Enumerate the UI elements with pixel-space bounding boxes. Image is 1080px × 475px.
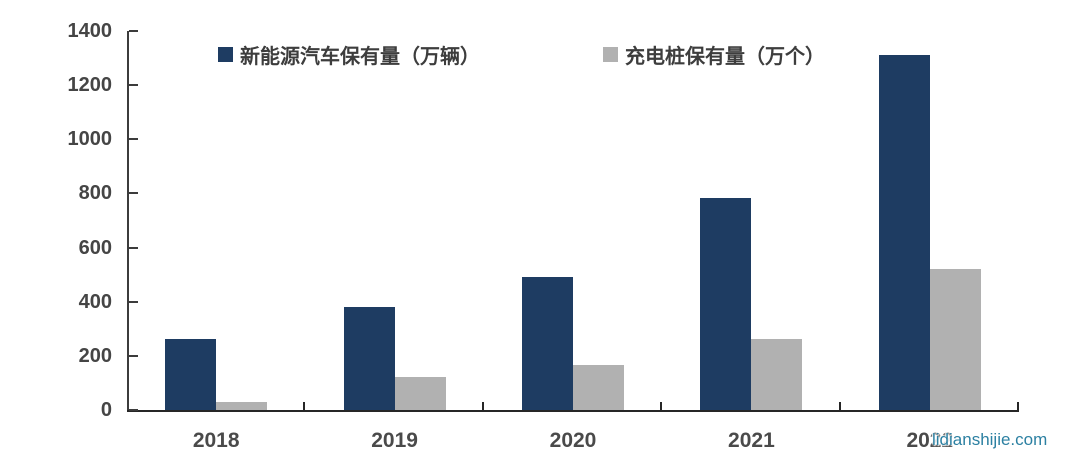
x-axis-line: [127, 410, 1019, 412]
y-tick-mark: [129, 84, 138, 87]
bar-nev-2019: [343, 306, 395, 410]
x-tick-mark: [481, 402, 484, 410]
y-tick-mark: [129, 246, 138, 249]
y-tick-mark: [129, 354, 138, 357]
bar-pile-2018: [216, 401, 268, 410]
y-tick-label: 200: [78, 344, 112, 367]
legend-label-charging-pile: 充电桩保有量（万个）: [625, 46, 825, 68]
y-tick-mark: [129, 300, 138, 303]
bar-nev-2020: [522, 276, 573, 410]
y-tick-label: 600: [78, 236, 112, 259]
legend-item-nev: 新能源汽车保有量（万辆）: [218, 40, 480, 69]
x-tick-label: 2018: [192, 429, 240, 452]
x-tick-mark: [1017, 402, 1019, 410]
legend-item-charging-pile: 充电桩保有量（万个）: [603, 40, 825, 69]
watermark-text: lidianshijie.com: [932, 430, 1048, 449]
legend-swatch-nev: [218, 47, 233, 62]
x-tick-mark: [660, 402, 663, 410]
x-tick-mark: [303, 402, 306, 410]
y-tick-label: 1000: [67, 128, 113, 151]
y-tick-mark: [129, 409, 138, 411]
bar-nev-2021: [700, 197, 752, 410]
y-tick-label: 1200: [67, 74, 113, 97]
y-tick-label: 0: [100, 399, 112, 421]
y-tick-mark: [129, 192, 138, 195]
x-tick-label: 2022: [906, 429, 954, 452]
bar-pile-2020: [573, 364, 624, 410]
legend-swatch-charging-pile: [603, 47, 618, 62]
x-tick-label: 2020: [549, 429, 597, 452]
x-tick-label: 2019: [371, 429, 418, 452]
bar-nev-2018: [165, 339, 217, 410]
bar-pile-2021: [751, 339, 803, 410]
y-tick-label: 1400: [67, 20, 113, 42]
y-tick-mark: [129, 30, 138, 32]
x-tick-label: 2021: [728, 429, 775, 452]
bar-pile-2019: [394, 377, 446, 410]
x-tick-mark: [838, 402, 841, 410]
y-tick-mark: [129, 138, 138, 141]
y-tick-label: 800: [78, 182, 112, 205]
y-tick-label: 400: [78, 290, 112, 313]
legend-label-nev: 新能源汽车保有量（万辆）: [240, 46, 480, 68]
y-axis-line: [127, 31, 129, 412]
bar-pile-2022: [929, 268, 981, 410]
bar-nev-2022: [878, 55, 930, 410]
